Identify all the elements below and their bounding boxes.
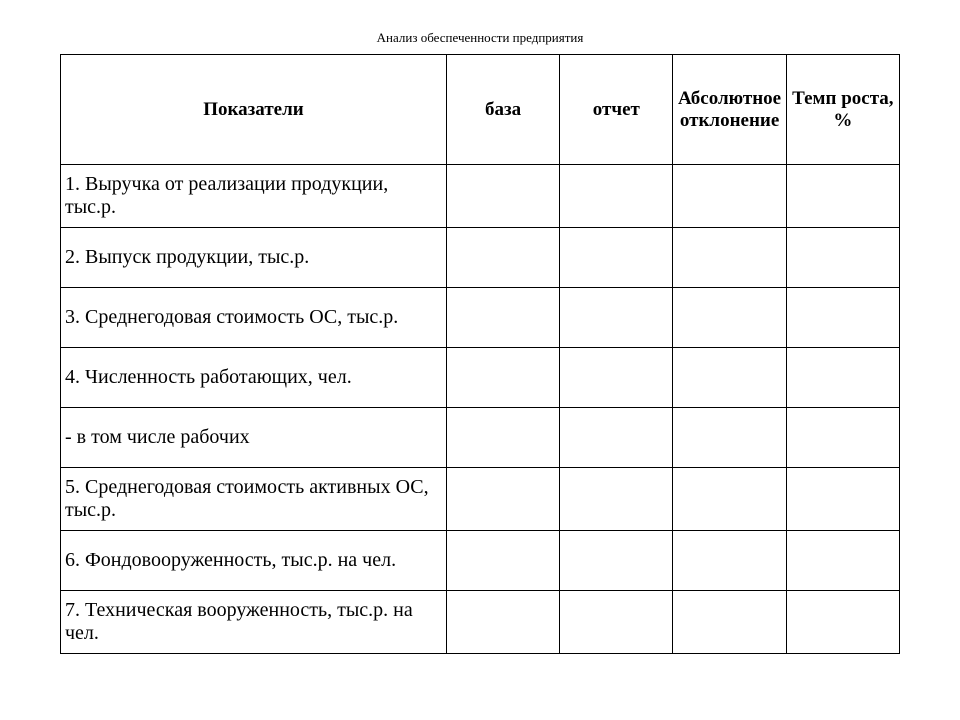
growth-cell: [786, 531, 899, 591]
indicator-cell: 1. Выручка от реализации продукции, тыс.…: [61, 165, 447, 228]
base-cell: [446, 165, 559, 228]
growth-cell: [786, 408, 899, 468]
table-row: 2. Выпуск продукции, тыс.р.: [61, 228, 900, 288]
analysis-table: Показатели база отчет Абсолютное отклоне…: [60, 54, 900, 654]
page-title: Анализ обеспеченности предприятия: [60, 30, 900, 46]
col-header-abs-deviation: Абсолютное отклонение: [673, 55, 786, 165]
report-cell: [560, 408, 673, 468]
growth-cell: [786, 591, 899, 654]
report-cell: [560, 165, 673, 228]
table-row: 1. Выручка от реализации продукции, тыс.…: [61, 165, 900, 228]
table-row: 5. Среднегодовая стоимость активных ОС, …: [61, 468, 900, 531]
base-cell: [446, 228, 559, 288]
abs-dev-cell: [673, 228, 786, 288]
report-cell: [560, 531, 673, 591]
growth-cell: [786, 288, 899, 348]
base-cell: [446, 531, 559, 591]
indicator-cell: 6. Фондовооруженность, тыс.р. на чел.: [61, 531, 447, 591]
indicator-cell: 3. Среднегодовая стоимость ОС, тыс.р.: [61, 288, 447, 348]
growth-cell: [786, 165, 899, 228]
indicator-cell: 2. Выпуск продукции, тыс.р.: [61, 228, 447, 288]
table-row: 7. Техническая вооруженность, тыс.р. на …: [61, 591, 900, 654]
report-cell: [560, 288, 673, 348]
abs-dev-cell: [673, 288, 786, 348]
base-cell: [446, 468, 559, 531]
table-body: 1. Выручка от реализации продукции, тыс.…: [61, 165, 900, 654]
report-cell: [560, 591, 673, 654]
growth-cell: [786, 348, 899, 408]
abs-dev-cell: [673, 531, 786, 591]
indicator-cell: - в том числе рабочих: [61, 408, 447, 468]
base-cell: [446, 288, 559, 348]
abs-dev-cell: [673, 348, 786, 408]
growth-cell: [786, 228, 899, 288]
abs-dev-cell: [673, 408, 786, 468]
indicator-cell: 4. Численность работающих, чел.: [61, 348, 447, 408]
report-cell: [560, 468, 673, 531]
col-header-base: база: [446, 55, 559, 165]
col-header-report: отчет: [560, 55, 673, 165]
col-header-growth-rate: Темп роста, %: [786, 55, 899, 165]
abs-dev-cell: [673, 591, 786, 654]
abs-dev-cell: [673, 165, 786, 228]
col-header-indicator: Показатели: [61, 55, 447, 165]
table-row: 4. Численность работающих, чел.: [61, 348, 900, 408]
table-row: 6. Фондовооруженность, тыс.р. на чел.: [61, 531, 900, 591]
table-header-row: Показатели база отчет Абсолютное отклоне…: [61, 55, 900, 165]
indicator-cell: 5. Среднегодовая стоимость активных ОС, …: [61, 468, 447, 531]
base-cell: [446, 408, 559, 468]
indicator-cell: 7. Техническая вооруженность, тыс.р. на …: [61, 591, 447, 654]
report-cell: [560, 348, 673, 408]
table-row: - в том числе рабочих: [61, 408, 900, 468]
table-row: 3. Среднегодовая стоимость ОС, тыс.р.: [61, 288, 900, 348]
report-cell: [560, 228, 673, 288]
base-cell: [446, 591, 559, 654]
abs-dev-cell: [673, 468, 786, 531]
growth-cell: [786, 468, 899, 531]
base-cell: [446, 348, 559, 408]
